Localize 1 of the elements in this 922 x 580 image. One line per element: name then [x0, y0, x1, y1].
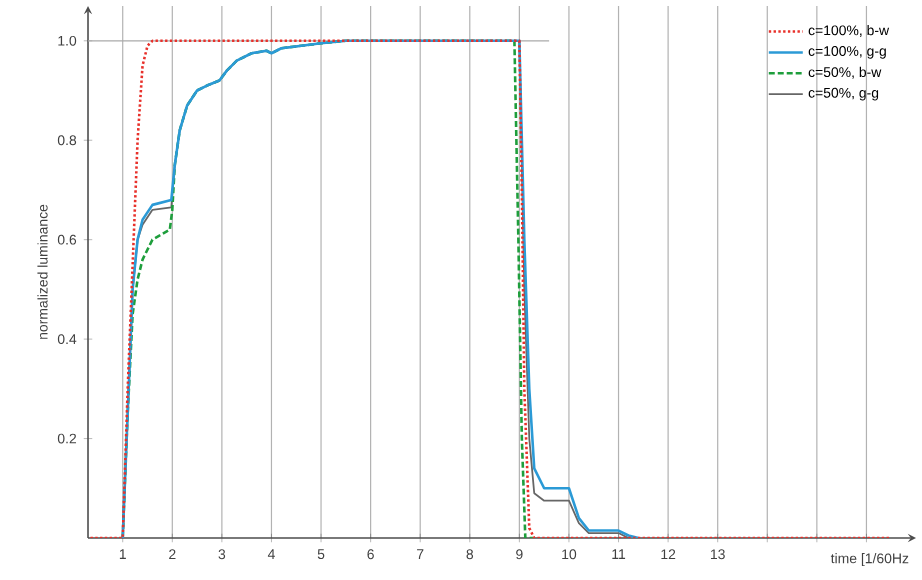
line-series: [89, 39, 893, 538]
